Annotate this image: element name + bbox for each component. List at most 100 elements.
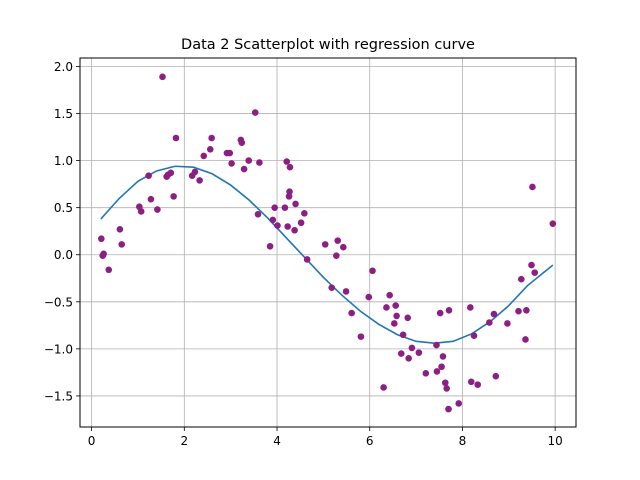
x-axis-ticks: 0 2 4 6 8 10 bbox=[88, 427, 563, 448]
scatter-point bbox=[433, 368, 441, 375]
scatter-point bbox=[172, 134, 180, 142]
scatter-point bbox=[286, 188, 293, 195]
scatter-point bbox=[369, 267, 376, 275]
scatter-point bbox=[105, 266, 113, 274]
scatter-point bbox=[274, 222, 281, 229]
scatter-point bbox=[445, 306, 453, 314]
scatter-point bbox=[98, 235, 105, 243]
scatter-point bbox=[392, 302, 399, 309]
scatter-point bbox=[522, 336, 529, 343]
scatter-point bbox=[228, 160, 235, 167]
scatter-point bbox=[549, 220, 557, 227]
scatter-point bbox=[486, 319, 493, 326]
y-tick-label: 0.5 bbox=[54, 201, 73, 215]
scatter-point bbox=[269, 216, 277, 224]
scatter-point bbox=[238, 139, 246, 147]
scatter-point bbox=[191, 168, 199, 176]
scatter-point bbox=[200, 152, 208, 160]
scatter-point bbox=[284, 223, 291, 230]
scatter-point bbox=[167, 169, 175, 177]
y-tick-label: 2.0 bbox=[54, 60, 73, 74]
scatter-point bbox=[301, 210, 308, 217]
scatter-point bbox=[292, 200, 299, 208]
scatter-point bbox=[206, 146, 214, 153]
scatter-point bbox=[226, 149, 234, 157]
scatter-point bbox=[340, 243, 347, 251]
scatter-point bbox=[490, 310, 498, 318]
scatter-point bbox=[445, 405, 452, 413]
scatter-point bbox=[145, 172, 152, 179]
scatter-point bbox=[159, 73, 166, 81]
scatter-point bbox=[529, 183, 536, 191]
scatter-point bbox=[357, 333, 365, 340]
scatter-point bbox=[240, 165, 248, 173]
scatter-point bbox=[455, 400, 463, 407]
scatter-point bbox=[436, 309, 444, 317]
scatter-point bbox=[245, 157, 253, 164]
scatter-point bbox=[438, 363, 445, 371]
scatter-point bbox=[170, 193, 177, 200]
x-tick-label: 4 bbox=[273, 434, 281, 448]
x-tick-label: 6 bbox=[366, 434, 374, 448]
scatter-point bbox=[281, 204, 289, 211]
scatter-point bbox=[342, 288, 350, 295]
scatter-point bbox=[256, 159, 263, 166]
y-tick-label: 1.5 bbox=[54, 107, 73, 121]
scatter-point bbox=[474, 381, 482, 388]
scatter-point bbox=[251, 109, 259, 116]
scatter-point bbox=[271, 204, 278, 211]
scatter-point bbox=[283, 158, 291, 165]
scatter-point bbox=[528, 261, 535, 269]
grid-lines bbox=[80, 58, 576, 427]
scatter-point bbox=[408, 344, 416, 352]
y-tick-label: −1.5 bbox=[44, 389, 73, 403]
scatter-point bbox=[439, 353, 447, 360]
scatter-point bbox=[116, 226, 124, 233]
scatter-point bbox=[504, 320, 511, 327]
scatter-point bbox=[383, 304, 390, 311]
y-tick-label: 1.0 bbox=[54, 154, 73, 168]
scatter-point bbox=[100, 250, 107, 258]
scatter-point bbox=[518, 275, 525, 283]
scatter-points bbox=[98, 73, 557, 413]
scatter-point bbox=[523, 306, 530, 314]
scatter-point bbox=[515, 307, 522, 315]
scatter-point bbox=[208, 134, 215, 142]
scatter-point bbox=[333, 252, 340, 259]
scatter-point bbox=[404, 314, 412, 322]
scatter-point bbox=[297, 219, 305, 227]
chart-title: Data 2 Scatterplot with regression curve bbox=[181, 37, 475, 53]
scatter-point bbox=[433, 341, 440, 349]
scatter-point bbox=[386, 291, 393, 299]
scatter-point bbox=[365, 293, 373, 301]
y-axis-ticks: −1.5 −1.0 −0.5 0.0 0.5 1.0 1.5 2.0 bbox=[44, 60, 80, 403]
scatter-point bbox=[328, 284, 336, 291]
y-tick-label: 0.0 bbox=[54, 248, 73, 262]
scatter-point bbox=[380, 384, 387, 391]
y-tick-label: −1.0 bbox=[44, 342, 73, 356]
scatter-point bbox=[286, 163, 294, 171]
scatter-point bbox=[254, 210, 262, 218]
x-tick-label: 2 bbox=[180, 434, 188, 448]
scatter-point bbox=[470, 332, 478, 339]
scatter-point bbox=[492, 372, 500, 380]
x-tick-label: 0 bbox=[88, 434, 96, 448]
scatter-point bbox=[303, 256, 311, 263]
scatter-point bbox=[441, 379, 449, 387]
scatter-point bbox=[196, 177, 203, 184]
scatter-point bbox=[422, 370, 430, 377]
scatter-point bbox=[467, 304, 474, 311]
scatter-point bbox=[147, 195, 155, 203]
scatter-point bbox=[390, 320, 398, 327]
scatter-point bbox=[397, 350, 405, 357]
y-tick-label: −0.5 bbox=[44, 295, 73, 309]
scatter-point bbox=[321, 241, 329, 248]
scatter-point bbox=[154, 206, 161, 213]
scatter-point bbox=[266, 242, 274, 250]
scatter-point bbox=[399, 331, 407, 339]
scatter-point bbox=[348, 309, 355, 317]
scatter-point bbox=[334, 237, 342, 244]
scatter-point bbox=[467, 378, 475, 386]
